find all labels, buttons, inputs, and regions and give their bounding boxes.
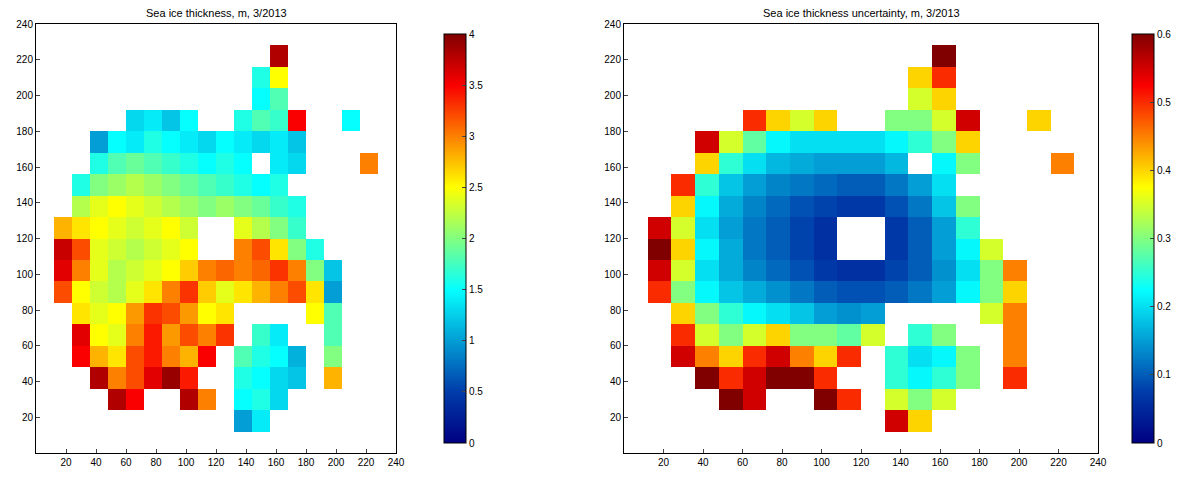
svg-text:80: 80 xyxy=(22,305,34,316)
svg-text:0.4: 0.4 xyxy=(1157,165,1171,176)
svg-text:60: 60 xyxy=(737,457,749,468)
svg-text:220: 220 xyxy=(16,54,33,65)
svg-text:240: 240 xyxy=(16,19,33,30)
svg-text:180: 180 xyxy=(971,457,988,468)
svg-text:80: 80 xyxy=(776,457,788,468)
svg-text:0.3: 0.3 xyxy=(1157,233,1171,244)
svg-text:0: 0 xyxy=(1157,438,1163,449)
svg-text:220: 220 xyxy=(1050,457,1067,468)
svg-text:40: 40 xyxy=(22,376,34,387)
svg-text:160: 160 xyxy=(604,162,621,173)
svg-text:220: 220 xyxy=(358,457,375,468)
svg-text:60: 60 xyxy=(22,340,34,351)
svg-text:0.6: 0.6 xyxy=(1157,29,1171,40)
svg-text:40: 40 xyxy=(90,457,102,468)
svg-text:140: 140 xyxy=(892,457,909,468)
svg-text:60: 60 xyxy=(120,457,132,468)
svg-text:2.5: 2.5 xyxy=(469,182,483,193)
svg-text:1.5: 1.5 xyxy=(469,284,483,295)
svg-text:120: 120 xyxy=(853,457,870,468)
svg-text:200: 200 xyxy=(16,90,33,101)
svg-text:0.5: 0.5 xyxy=(1157,97,1171,108)
svg-text:3.5: 3.5 xyxy=(469,80,483,91)
svg-text:100: 100 xyxy=(178,457,195,468)
svg-text:0.1: 0.1 xyxy=(1157,369,1171,380)
svg-text:2: 2 xyxy=(469,233,475,244)
svg-text:20: 20 xyxy=(658,457,670,468)
svg-text:180: 180 xyxy=(298,457,315,468)
svg-text:0: 0 xyxy=(469,438,475,449)
svg-text:60: 60 xyxy=(610,340,622,351)
svg-text:40: 40 xyxy=(610,376,622,387)
svg-text:80: 80 xyxy=(150,457,162,468)
svg-text:4: 4 xyxy=(469,29,475,40)
svg-text:160: 160 xyxy=(932,457,949,468)
svg-text:240: 240 xyxy=(1090,457,1107,468)
svg-text:0.2: 0.2 xyxy=(1157,301,1171,312)
svg-text:40: 40 xyxy=(697,457,709,468)
svg-text:240: 240 xyxy=(604,19,621,30)
svg-text:100: 100 xyxy=(604,269,621,280)
svg-text:80: 80 xyxy=(610,305,622,316)
svg-text:20: 20 xyxy=(22,412,34,423)
svg-text:140: 140 xyxy=(16,197,33,208)
svg-text:Sea ice thickness uncertainty,: Sea ice thickness uncertainty, m, 3/2013 xyxy=(763,7,960,19)
svg-text:120: 120 xyxy=(208,457,225,468)
svg-text:120: 120 xyxy=(604,233,621,244)
svg-text:120: 120 xyxy=(16,233,33,244)
svg-text:200: 200 xyxy=(328,457,345,468)
svg-text:Sea ice thickness, m, 3/2013: Sea ice thickness, m, 3/2013 xyxy=(146,7,287,19)
svg-text:200: 200 xyxy=(604,90,621,101)
svg-text:140: 140 xyxy=(604,197,621,208)
svg-text:160: 160 xyxy=(268,457,285,468)
svg-text:0.5: 0.5 xyxy=(469,386,483,397)
svg-text:180: 180 xyxy=(16,126,33,137)
svg-text:1: 1 xyxy=(469,335,475,346)
svg-text:20: 20 xyxy=(610,412,622,423)
svg-text:100: 100 xyxy=(16,269,33,280)
svg-text:240: 240 xyxy=(388,457,405,468)
svg-text:200: 200 xyxy=(1011,457,1028,468)
svg-text:180: 180 xyxy=(604,126,621,137)
svg-text:100: 100 xyxy=(813,457,830,468)
svg-text:140: 140 xyxy=(238,457,255,468)
svg-text:220: 220 xyxy=(604,54,621,65)
svg-text:160: 160 xyxy=(16,162,33,173)
svg-text:3: 3 xyxy=(469,131,475,142)
svg-text:20: 20 xyxy=(60,457,72,468)
